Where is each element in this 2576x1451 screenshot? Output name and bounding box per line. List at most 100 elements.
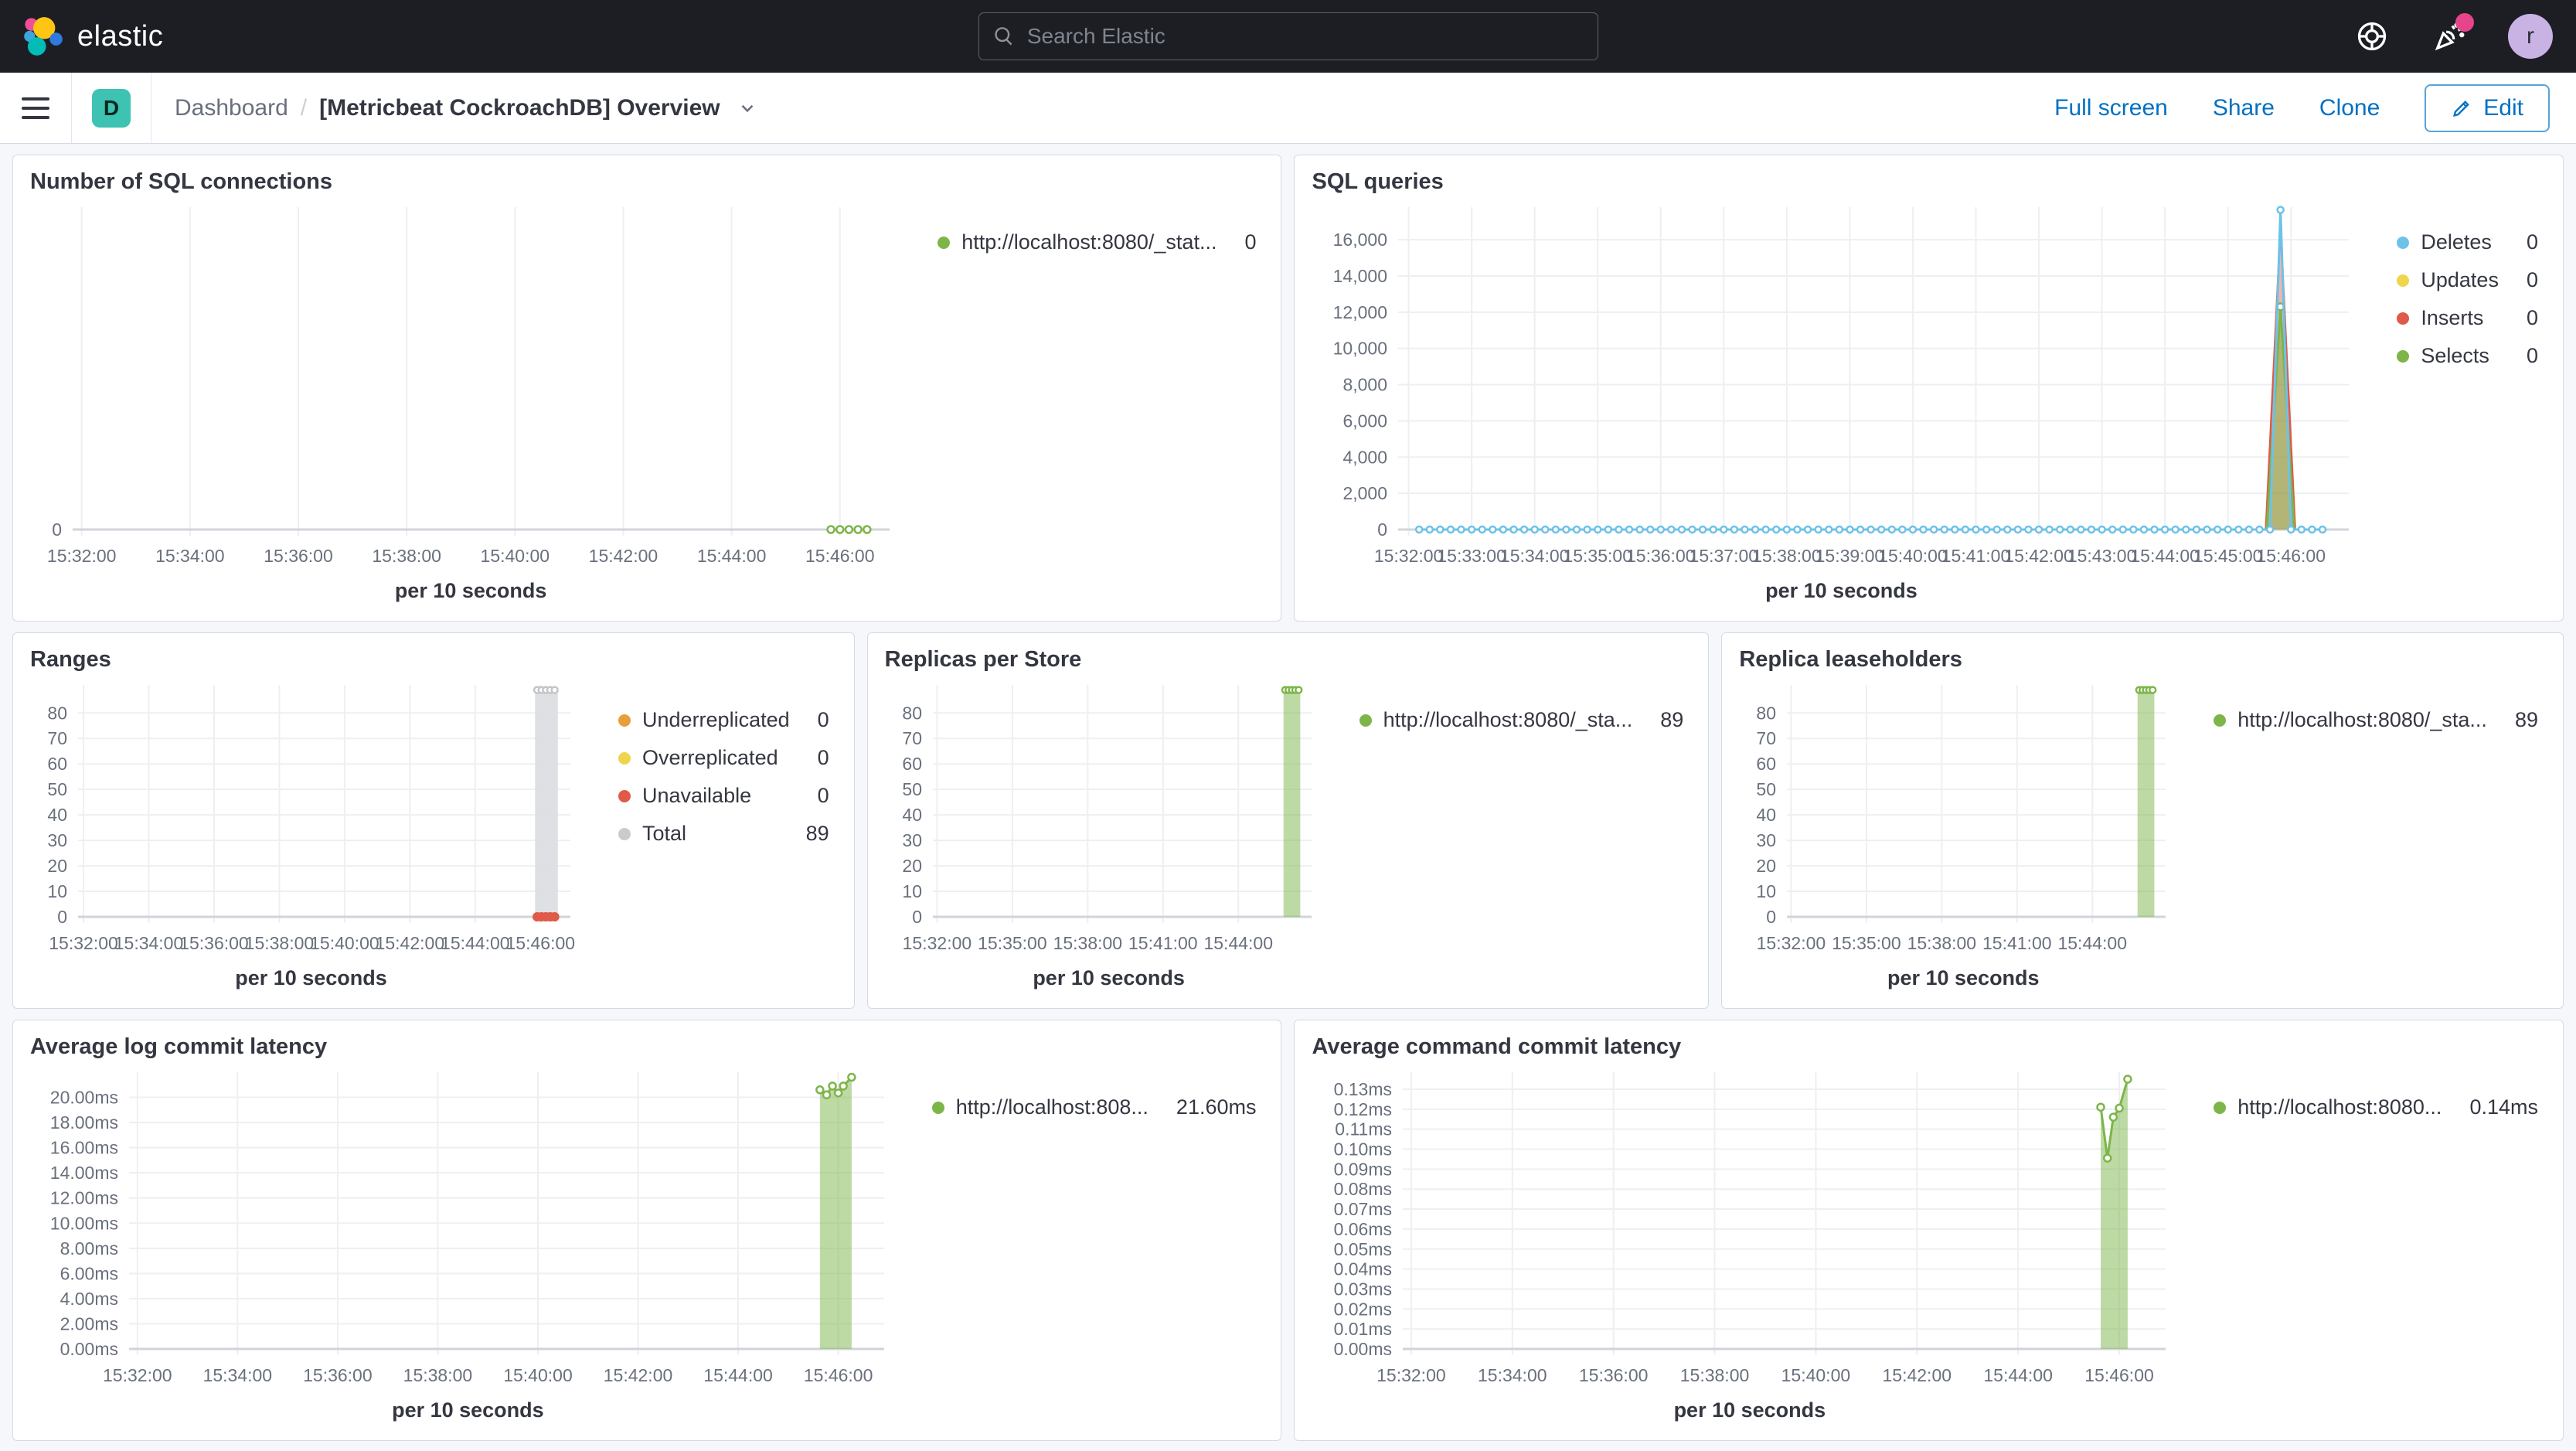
- chart-canvas[interactable]: 15:32:00 15:35:00 15:38:00 15:41:00 15:44:00…: [885, 673, 1333, 960]
- legend-value: 0: [817, 708, 829, 731]
- legend-label: Updates: [2421, 268, 2499, 291]
- legend-item[interactable]: Deletes 0: [2397, 230, 2538, 254]
- legend-item[interactable]: http://localhost:808... 21.60ms: [931, 1095, 1257, 1119]
- svg-text:15:32:00: 15:32:00: [1374, 546, 1444, 566]
- breadcrumb-dashboard-link[interactable]: Dashboard: [175, 94, 288, 121]
- legend-value: 0: [817, 746, 829, 769]
- svg-text:14.00ms: 14.00ms: [50, 1163, 118, 1183]
- panel-title[interactable]: SQL queries: [1312, 169, 1444, 194]
- legend-item[interactable]: http://localhost:8080/_stat... 0: [938, 230, 1256, 254]
- legend-item[interactable]: Unavailable 0: [618, 784, 829, 808]
- x-axis-label: per 10 seconds: [392, 1398, 544, 1422]
- user-avatar[interactable]: r: [2508, 14, 2553, 59]
- svg-text:15:41:00: 15:41:00: [1128, 933, 1198, 953]
- svg-text:80: 80: [1757, 703, 1777, 723]
- space-badge[interactable]: D: [92, 88, 131, 128]
- panel-title[interactable]: Average command commit latency: [1312, 1034, 1682, 1059]
- svg-text:0.00ms: 0.00ms: [1334, 1339, 1392, 1359]
- panel-title[interactable]: Ranges: [30, 647, 111, 672]
- svg-text:0: 0: [52, 519, 62, 540]
- svg-text:30: 30: [902, 830, 922, 850]
- panel-title[interactable]: Average log commit latency: [30, 1034, 328, 1059]
- svg-text:15:32:00: 15:32:00: [49, 933, 118, 953]
- legend-item[interactable]: Inserts 0: [2397, 306, 2538, 330]
- svg-text:0.01ms: 0.01ms: [1334, 1319, 1392, 1339]
- share-button[interactable]: Share: [2212, 94, 2275, 121]
- clone-button[interactable]: Clone: [2319, 94, 2380, 121]
- elastic-brand[interactable]: elastic: [23, 16, 163, 56]
- chart-legend: http://localhost:8080/_sta... 89: [1333, 708, 1692, 994]
- svg-text:15:32:00: 15:32:00: [1377, 1365, 1447, 1385]
- chart-canvas[interactable]: 15:32:00 15:35:00 15:38:00 15:41:00 15:44:00…: [1739, 673, 2187, 960]
- legend-item[interactable]: http://localhost:8080/_sta... 89: [2214, 708, 2538, 732]
- legend-value: 0.14ms: [2469, 1095, 2538, 1119]
- pencil-icon: [2453, 100, 2470, 117]
- hamburger-icon: [22, 97, 49, 119]
- legend-series-dot: [1359, 714, 1372, 727]
- svg-text:15:40:00: 15:40:00: [310, 933, 379, 953]
- chart-legend: http://localhost:8080/_sta... 89: [2187, 708, 2546, 994]
- svg-text:0.13ms: 0.13ms: [1334, 1079, 1392, 1099]
- ranges-chart[interactable]: 15:32:00 15:34:00 15:36:00 15:38:00 15:40:00…: [30, 673, 592, 960]
- legend-item[interactable]: Updates 0: [2397, 268, 2538, 292]
- svg-text:0.04ms: 0.04ms: [1334, 1259, 1392, 1279]
- full-screen-button[interactable]: Full screen: [2054, 94, 2168, 121]
- menu-button[interactable]: [0, 73, 71, 143]
- svg-text:15:32:00: 15:32:00: [902, 933, 972, 953]
- legend-item[interactable]: Overreplicated 0: [618, 746, 829, 770]
- chart-canvas[interactable]: 15:32:0015:34:0015:36:0015:38:0015:40:00…: [30, 673, 592, 960]
- svg-text:15:34:00: 15:34:00: [1500, 546, 1570, 566]
- svg-text:15:33:00: 15:33:00: [1438, 546, 1507, 566]
- svg-text:40: 40: [1757, 805, 1777, 825]
- svg-text:70: 70: [902, 728, 922, 748]
- log-commit-latency-chart[interactable]: 15:32:00 15:34:00 15:36:00 15:38:00 15:40:00…: [30, 1060, 906, 1392]
- svg-text:15:46:00: 15:46:00: [2085, 1365, 2155, 1385]
- legend-value: 21.60ms: [1176, 1095, 1257, 1119]
- sql-connections-chart[interactable]: 15:32:00 15:34:00 15:36:00 15:38:00 15:40:00…: [30, 195, 911, 573]
- legend-item[interactable]: Underreplicated 0: [618, 708, 829, 732]
- title-menu-button[interactable]: [737, 98, 757, 118]
- svg-text:70: 70: [1757, 728, 1777, 748]
- legend-series-dot: [2214, 1101, 2227, 1114]
- legend-item[interactable]: http://localhost:8080... 0.14ms: [2214, 1095, 2538, 1119]
- chart-canvas[interactable]: 15:32:0015:33:0015:34:0015:35:0015:36:00…: [1312, 195, 2370, 573]
- svg-text:15:38:00: 15:38:00: [372, 546, 441, 566]
- svg-text:50: 50: [902, 779, 922, 799]
- panel-title[interactable]: Replica leaseholders: [1739, 647, 1962, 672]
- legend-series-dot: [618, 789, 631, 802]
- svg-text:10.00ms: 10.00ms: [50, 1213, 118, 1233]
- replica-leaseholders-chart[interactable]: 15:32:00 15:35:00 15:38:00 15:41:00 15:44:00…: [1739, 673, 2187, 960]
- svg-text:10: 10: [1757, 881, 1777, 901]
- svg-text:15:36:00: 15:36:00: [1626, 546, 1696, 566]
- legend-item[interactable]: http://localhost:8080/_sta... 89: [1359, 708, 1683, 732]
- svg-text:15:45:00: 15:45:00: [2193, 546, 2263, 566]
- x-axis-label: per 10 seconds: [1765, 579, 1918, 602]
- help-icon[interactable]: [2353, 18, 2391, 55]
- search-input[interactable]: [1025, 23, 1584, 49]
- legend-series-dot: [2214, 714, 2227, 727]
- page-title: [Metricbeat CockroachDB] Overview: [319, 94, 720, 121]
- sql-queries-chart[interactable]: 15:32:00 15:33:00 15:34:00 15:35:00 15:36:00…: [1312, 195, 2370, 573]
- svg-text:60: 60: [1757, 754, 1777, 774]
- replicas-per-store-chart[interactable]: 15:32:00 15:35:00 15:38:00 15:41:00 15:44:00…: [885, 673, 1333, 960]
- legend-item[interactable]: Selects 0: [2397, 344, 2538, 368]
- command-commit-latency-chart[interactable]: 15:32:00 15:34:00 15:36:00 15:38:00 15:40:00…: [1312, 1060, 2187, 1392]
- global-search[interactable]: [978, 12, 1598, 60]
- svg-text:80: 80: [47, 703, 67, 723]
- legend-value: 89: [805, 822, 829, 845]
- svg-text:6.00ms: 6.00ms: [60, 1263, 118, 1283]
- edit-button[interactable]: Edit: [2425, 83, 2550, 132]
- legend-series-dot: [2397, 236, 2410, 249]
- news-icon[interactable]: [2431, 13, 2474, 55]
- legend-item[interactable]: Total 89: [618, 822, 829, 846]
- svg-text:12.00ms: 12.00ms: [50, 1188, 118, 1208]
- legend-value: 0: [817, 784, 829, 807]
- svg-text:2,000: 2,000: [1343, 483, 1388, 503]
- panel-title[interactable]: Number of SQL connections: [30, 169, 333, 194]
- svg-text:70: 70: [47, 728, 67, 748]
- panel-title[interactable]: Replicas per Store: [884, 647, 1082, 672]
- svg-text:0: 0: [912, 907, 922, 927]
